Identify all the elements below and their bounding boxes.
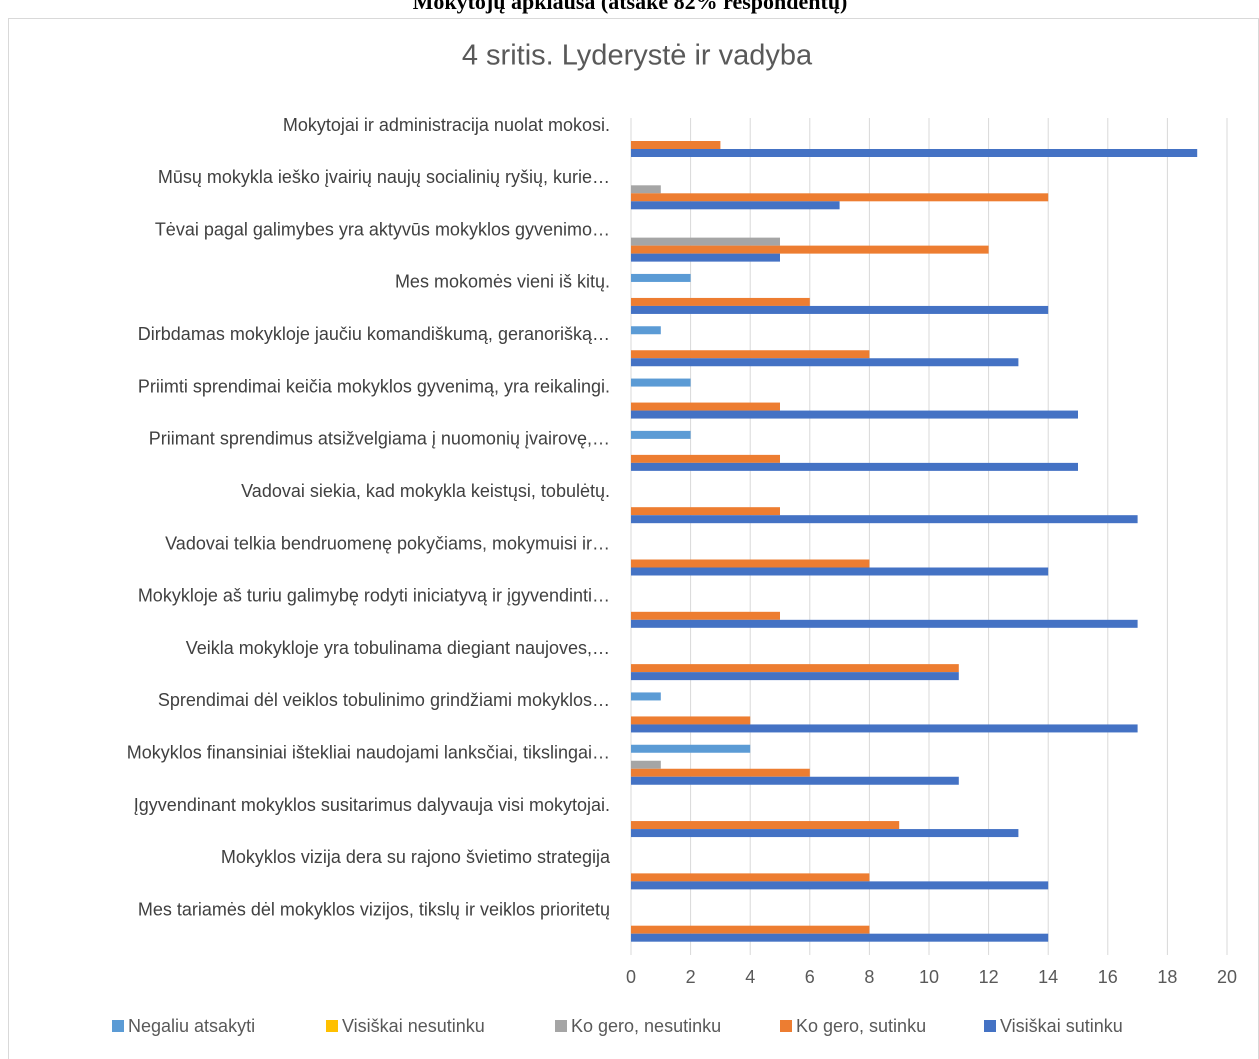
bar bbox=[631, 462, 1078, 471]
bar bbox=[631, 305, 1049, 314]
bar bbox=[631, 925, 870, 934]
bar bbox=[631, 201, 840, 210]
bar bbox=[631, 358, 1019, 367]
y-tick-label: Veikla mokykloje yra tobulinama diegiant… bbox=[186, 638, 610, 658]
bar bbox=[631, 768, 810, 777]
bar bbox=[631, 237, 780, 246]
x-tick-label: 18 bbox=[1157, 967, 1177, 987]
y-tick-label: Priimant sprendimus atsižvelgiama į nuom… bbox=[149, 429, 610, 449]
bar bbox=[631, 724, 1138, 733]
legend-label: Ko gero, sutinku bbox=[796, 1016, 926, 1036]
bar bbox=[631, 744, 751, 753]
bar bbox=[631, 402, 780, 411]
bar bbox=[631, 873, 870, 882]
legend-label: Visiškai sutinku bbox=[1000, 1016, 1123, 1036]
bar bbox=[631, 776, 959, 785]
y-tick-label: Mes tariamės dėl mokyklos vizijos, tiksl… bbox=[138, 899, 610, 919]
bar bbox=[631, 378, 691, 387]
x-tick-label: 2 bbox=[686, 967, 696, 987]
y-tick-label: Mūsų mokykla ieško įvairių naujų sociali… bbox=[158, 167, 610, 187]
legend-swatch bbox=[555, 1020, 567, 1032]
x-tick-label: 4 bbox=[745, 967, 755, 987]
x-tick-label: 12 bbox=[979, 967, 999, 987]
bar bbox=[631, 326, 661, 335]
y-tick-label: Mokyklos finansiniai ištekliai naudojami… bbox=[127, 743, 610, 763]
bar bbox=[631, 185, 661, 194]
bar bbox=[631, 515, 1138, 524]
bar bbox=[631, 245, 989, 254]
page-header: Mokytojų apklausa (atsakė 82% respondent… bbox=[413, 0, 848, 14]
x-tick-label: 8 bbox=[864, 967, 874, 987]
bar bbox=[631, 664, 959, 673]
x-tick-label: 16 bbox=[1098, 967, 1118, 987]
legend-label: Negaliu atsakyti bbox=[128, 1016, 255, 1036]
bar bbox=[631, 760, 661, 769]
bar bbox=[631, 619, 1138, 628]
x-tick-label: 20 bbox=[1217, 967, 1237, 987]
legend-swatch bbox=[112, 1020, 124, 1032]
bar bbox=[631, 141, 721, 149]
y-tick-label: Tėvai pagal galimybes yra aktyvūs mokykl… bbox=[155, 219, 610, 239]
bar bbox=[631, 410, 1078, 419]
bar bbox=[631, 881, 1049, 890]
bar bbox=[631, 454, 780, 463]
y-tick-label: Mes mokomės vieni iš kitų. bbox=[395, 272, 610, 292]
legend-swatch bbox=[326, 1020, 338, 1032]
bar bbox=[631, 933, 1049, 942]
bar bbox=[631, 672, 959, 681]
y-tick-label: Vadovai siekia, kad mokykla keistųsi, to… bbox=[241, 481, 610, 501]
legend-label: Visiškai nesutinku bbox=[342, 1016, 485, 1036]
bar bbox=[631, 829, 1019, 838]
y-tick-label: Priimti sprendimai keičia mokyklos gyven… bbox=[138, 376, 610, 396]
chart-title: 4 sritis. Lyderystė ir vadyba bbox=[462, 40, 813, 72]
bar bbox=[631, 821, 900, 830]
y-tick-label: Mokyklos vizija dera su rajono švietimo … bbox=[221, 847, 611, 867]
x-tick-label: 6 bbox=[805, 967, 815, 987]
legend-swatch bbox=[780, 1020, 792, 1032]
x-tick-label: 10 bbox=[919, 967, 939, 987]
y-tick-label: Mokykloje aš turiu galimybę rodyti inici… bbox=[138, 586, 610, 606]
bar bbox=[631, 507, 780, 516]
y-tick-label: Dirbdamas mokykloje jaučiu komandiškumą,… bbox=[138, 324, 610, 344]
x-tick-label: 14 bbox=[1038, 967, 1058, 987]
y-tick-label: Įgyvendinant mokyklos susitarimus dalyva… bbox=[134, 795, 610, 815]
bar bbox=[631, 611, 780, 620]
bar bbox=[631, 297, 810, 306]
y-tick-label: Vadovai telkia bendruomenę pokyčiams, mo… bbox=[165, 533, 610, 553]
y-tick-label: Mokytojai ir administracija nuolat mokos… bbox=[283, 115, 610, 135]
bar bbox=[631, 273, 691, 282]
bar bbox=[631, 149, 1198, 157]
bar bbox=[631, 193, 1049, 202]
bar bbox=[631, 567, 1049, 576]
legend-label: Ko gero, nesutinku bbox=[571, 1016, 721, 1036]
bar bbox=[631, 253, 780, 262]
bar bbox=[631, 350, 870, 359]
legend-swatch bbox=[984, 1020, 996, 1032]
bar bbox=[631, 716, 751, 725]
y-tick-label: Sprendimai dėl veiklos tobulinimo grindž… bbox=[158, 690, 610, 710]
bar bbox=[631, 430, 691, 439]
bar bbox=[631, 559, 870, 568]
bar bbox=[631, 692, 661, 701]
x-tick-label: 0 bbox=[626, 967, 636, 987]
